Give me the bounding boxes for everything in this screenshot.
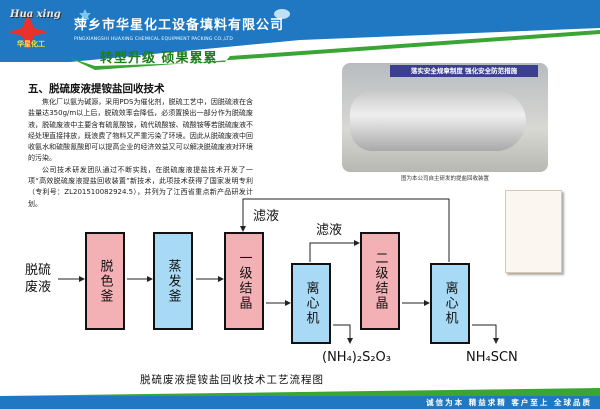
tank-image	[350, 91, 526, 151]
logo: Hua xing	[10, 9, 61, 20]
flow-box-crystal-1: 一级结晶	[224, 232, 264, 330]
footer-stripe	[0, 388, 600, 396]
company-name: 萍乡市华星化工设备填料有限公司	[74, 18, 285, 33]
star-icon	[79, 9, 91, 20]
footer-motto: 诚信为本 精益求精 客户至上 全球品质	[0, 396, 600, 409]
paragraph: 焦化厂以氨为碱源，采用PDS为催化剂，脱硫工艺中，因脱硫液在含盐量达350g/m…	[28, 98, 253, 163]
flow-box-crystal-2: 二级结晶	[360, 232, 400, 330]
flow-input: 脱硫废液	[25, 263, 52, 295]
photo-banner: 落实安全规章制度 强化安全防范措施	[390, 65, 538, 77]
paragraph: 公司技术研发团队通过不断实践，在脱硫废液提盐技术开发了一项“高效脱硫废液提盐回收…	[28, 165, 253, 208]
photo-caption: 图为本公司自主研发的提盐回收装置	[400, 176, 489, 182]
slogan: 转型升级 硕果累累	[100, 51, 218, 66]
output-thiocyanate: NH₄SCN	[466, 350, 518, 365]
flow-box-centrifuge-1: 离心机	[291, 263, 331, 344]
flow-box-evaporator: 蒸发釜	[153, 232, 193, 330]
flow-box-centrifuge-2: 离心机	[430, 263, 470, 344]
flow-box-decolor: 脱色釜	[85, 232, 125, 330]
section-title: 五、脱硫废液提铵盐回收技术	[28, 83, 165, 95]
logo-subtitle: 华星化工	[17, 40, 45, 48]
company-name-en: PINGXIANGSHI HUAXING CHEMICAL EQUIPMENT …	[74, 37, 234, 42]
article-body: 焦化厂以氨为碱源，采用PDS为催化剂，脱硫工艺中，因脱硫液在含盐量达350g/m…	[28, 97, 253, 210]
output-thiosulfate: (NH₄)₂S₂O₃	[322, 350, 391, 365]
header-background	[0, 0, 600, 70]
equipment-photo: 落实安全规章制度 强化安全防范措施	[342, 63, 548, 172]
flow-caption: 脱硫废液提铵盐回收技术工艺流程图	[140, 374, 324, 386]
filtrate-label: 滤液	[253, 209, 280, 224]
filtrate-label: 滤液	[316, 223, 343, 238]
patent-certificate-image	[505, 190, 562, 273]
logo-star-icon	[8, 14, 48, 50]
